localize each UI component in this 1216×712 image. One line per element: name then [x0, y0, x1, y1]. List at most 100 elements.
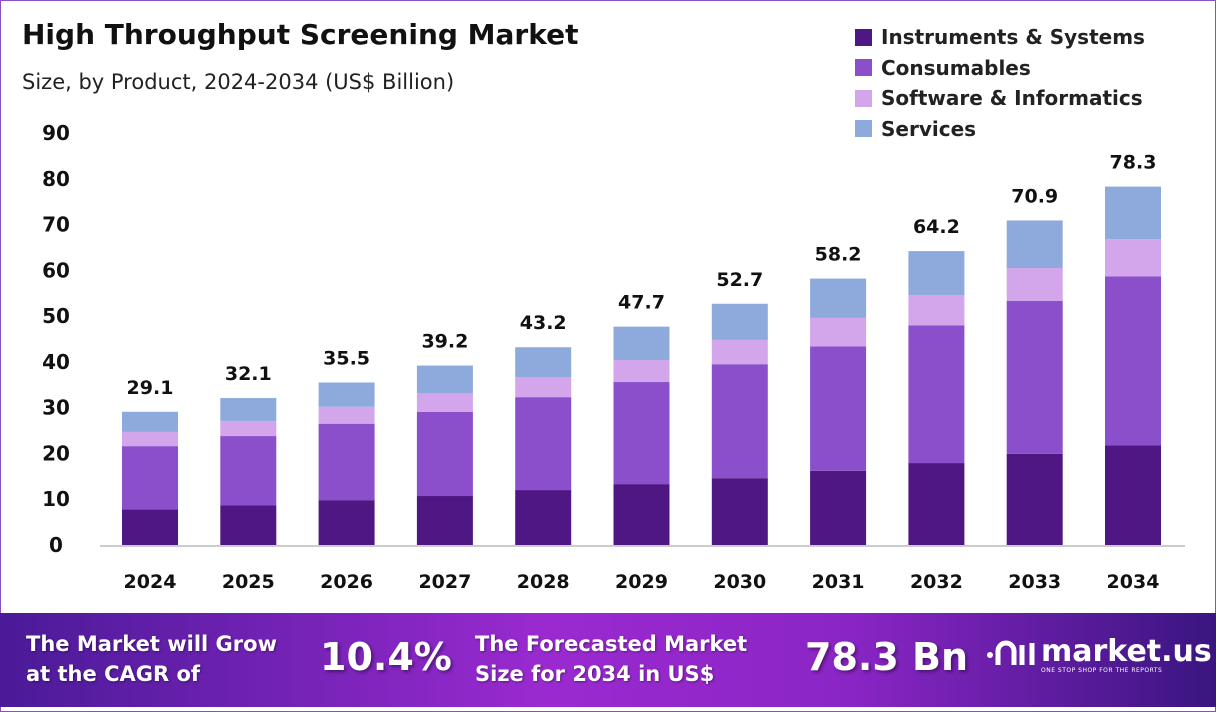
bar-segment: [810, 317, 867, 347]
legend-swatch: [855, 120, 872, 138]
x-tick-label: 2025: [222, 571, 275, 593]
bar-segment: [220, 505, 277, 545]
total-label: 70.9: [1011, 185, 1058, 207]
logo-icon: [987, 640, 1035, 665]
bar-segment: [1105, 186, 1161, 240]
forecast-label-line1: The Forecasted Market: [475, 632, 748, 656]
bar-segment: [1006, 268, 1063, 302]
chart-subtitle: Size, by Product, 2024-2034 (US$ Billion…: [22, 70, 455, 94]
bar-segment: [613, 382, 670, 485]
legend-label: Services: [881, 116, 977, 141]
chart-title: High Throughput Screening Market: [22, 18, 579, 51]
y-tick-label: 90: [42, 121, 70, 145]
x-tick-label: 2028: [517, 571, 570, 593]
x-tick-label: 2030: [713, 571, 766, 593]
bar-segment: [318, 423, 375, 501]
bar-segment: [908, 251, 965, 296]
legend-label: Software & Informatics: [881, 86, 1143, 111]
total-label: 64.2: [913, 216, 960, 238]
stacked-bar-chart: 010203040506070809029.1202432.1202535.52…: [42, 121, 1185, 593]
y-tick-label: 10: [42, 487, 70, 511]
x-tick-label: 2034: [1107, 571, 1160, 593]
x-tick-label: 2027: [418, 571, 471, 593]
bar-segment: [416, 365, 473, 394]
bar-segment: [613, 360, 670, 383]
bar-segment: [416, 496, 473, 545]
bar-segment: [515, 490, 572, 545]
y-tick-label: 60: [42, 258, 70, 282]
y-tick-label: 0: [49, 533, 63, 557]
bar-segment: [122, 509, 178, 545]
y-tick-label: 30: [42, 396, 70, 420]
bar-segment: [908, 295, 965, 326]
legend: Instruments & Systems Consumables Software…: [855, 22, 1145, 144]
bar-segment: [515, 376, 572, 398]
x-tick-label: 2029: [615, 571, 668, 593]
bar-segment: [122, 411, 178, 432]
bar-segment: [122, 431, 178, 447]
bar-segment: [220, 398, 277, 421]
bar-segment: [515, 397, 572, 491]
y-tick-label: 70: [42, 213, 70, 237]
y-tick-label: 40: [42, 350, 70, 374]
legend-swatch: [855, 59, 872, 77]
x-tick-label: 2024: [124, 571, 177, 593]
footer-banner: The Market will Grow at the CAGR of 10.4…: [0, 613, 1216, 707]
bar-segment: [908, 325, 965, 464]
bar-segment: [416, 393, 473, 412]
total-label: 52.7: [716, 269, 763, 291]
bar-segment: [613, 484, 670, 545]
bar-segment: [1006, 453, 1063, 545]
bar-segment: [613, 326, 670, 361]
total-label: 39.2: [421, 331, 468, 353]
total-label: 29.1: [127, 377, 174, 399]
bar-segment: [711, 364, 768, 479]
bar-segment: [416, 411, 473, 497]
legend-item: Services: [855, 114, 1145, 145]
y-tick-label: 20: [42, 441, 70, 465]
bar-segment: [1006, 220, 1063, 269]
bar-segment: [1105, 239, 1161, 277]
forecast-value: 78.3 Bn: [805, 635, 969, 679]
bar-segment: [318, 382, 375, 407]
bar-segment: [810, 470, 867, 545]
total-label: 58.2: [815, 244, 862, 266]
legend-label: Consumables: [881, 55, 1031, 80]
cagr-label: The Market will Grow at the CAGR of: [26, 629, 277, 689]
legend-item: Instruments & Systems: [855, 22, 1145, 53]
total-label: 32.1: [225, 363, 272, 385]
cagr-label-line1: The Market will Grow: [26, 632, 277, 656]
bar-segment: [318, 500, 375, 545]
bar-segment: [711, 303, 768, 340]
bar-segment: [1105, 276, 1161, 446]
legend-swatch: [855, 89, 872, 107]
market-us-logo: market.us ONE STOP SHOP FOR THE REPORTS: [985, 635, 1212, 675]
legend-swatch: [855, 28, 872, 46]
x-tick-label: 2032: [910, 571, 963, 593]
logo-text: market.us: [1041, 633, 1212, 669]
bar-segment: [220, 436, 277, 506]
legend-item: Consumables: [855, 53, 1145, 84]
bar-segment: [1105, 445, 1161, 545]
x-tick-label: 2031: [812, 571, 865, 593]
bar-segment: [318, 406, 375, 424]
bar-segment: [1006, 301, 1063, 454]
total-label: 43.2: [520, 312, 567, 334]
total-label: 78.3: [1110, 152, 1157, 174]
cagr-label-line2: at the CAGR of: [26, 662, 201, 686]
cagr-value: 10.4%: [320, 635, 452, 679]
bar-segment: [810, 278, 867, 318]
x-tick-label: 2026: [320, 571, 373, 593]
forecast-label-line2: Size for 2034 in US$: [475, 662, 715, 686]
y-tick-label: 50: [42, 304, 70, 328]
bar-segment: [515, 347, 572, 377]
bar-segment: [908, 463, 965, 545]
bar-segment: [810, 346, 867, 471]
y-tick-label: 80: [42, 167, 70, 191]
legend-label: Instruments & Systems: [881, 25, 1145, 50]
logo-tagline: ONE STOP SHOP FOR THE REPORTS: [1041, 666, 1163, 674]
forecast-label: The Forecasted Market Size for 2034 in U…: [475, 629, 747, 689]
total-label: 35.5: [323, 347, 370, 369]
bar-segment: [220, 420, 277, 437]
x-tick-label: 2033: [1008, 571, 1061, 593]
